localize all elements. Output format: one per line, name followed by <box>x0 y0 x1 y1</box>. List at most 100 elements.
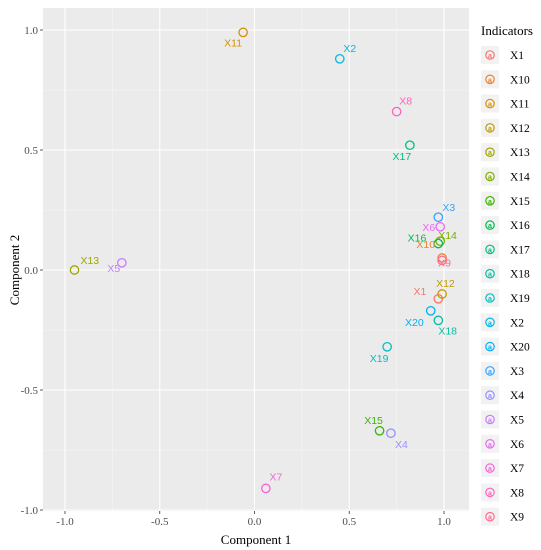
y-tick-label: 0.0 <box>24 265 38 277</box>
legend-key-x13: a <box>481 143 499 162</box>
point-x3 <box>433 212 444 223</box>
point-label-x3: X3 <box>442 202 455 214</box>
legend-key-x15: a <box>481 191 499 210</box>
point-label-x13: X13 <box>80 255 99 267</box>
legend-symbol-letter: a <box>488 442 492 449</box>
legend-symbol-letter: a <box>488 77 492 84</box>
point-x12 <box>437 289 447 299</box>
legend-label-x19: X19 <box>510 293 530 305</box>
legend-key-background <box>481 507 499 526</box>
legend-key-x10: a <box>481 70 499 89</box>
legend-symbol-letter: a <box>488 320 492 327</box>
legend-key-background <box>481 216 499 235</box>
legend-symbol <box>485 74 495 85</box>
legend-label-x5: X5 <box>510 415 524 427</box>
legend-key-x2: a <box>481 313 499 332</box>
legend-key-x19: a <box>481 289 499 307</box>
legend-label-x18: X18 <box>510 269 530 281</box>
legend-symbol <box>485 293 495 303</box>
x-tick-label: -0.5 <box>151 516 169 528</box>
point-x11 <box>238 27 248 38</box>
legend-key-background <box>481 240 499 259</box>
legend-key-background <box>481 410 499 429</box>
point-label-x12: X12 <box>436 278 455 290</box>
legend-label-x6: X6 <box>510 439 524 451</box>
x-axis-title: Component 1 <box>221 532 291 547</box>
legend-symbol <box>485 317 495 328</box>
legend-label-x17: X17 <box>510 244 530 256</box>
legend-key-background <box>481 94 499 113</box>
legend-key-x8: a <box>481 483 499 502</box>
minor-gridlines <box>43 8 469 511</box>
legend-key-x14: a <box>481 167 499 186</box>
legend-symbol <box>485 196 495 206</box>
legend-symbol <box>485 511 495 522</box>
legend-key-x11: a <box>481 94 499 113</box>
point-x13 <box>69 265 80 275</box>
point-x5 <box>117 257 127 268</box>
legend-key-x7: a <box>481 459 499 478</box>
legend-symbol <box>485 98 495 109</box>
point-label-x18: X18 <box>438 325 457 337</box>
legend-label-x1: X1 <box>510 50 524 62</box>
legend-key-x9: a <box>481 507 499 526</box>
x-tick-label: -1.0 <box>56 516 74 528</box>
point-label-x5: X5 <box>107 263 120 275</box>
legend-label-x12: X12 <box>510 123 530 135</box>
legend-symbol-letter: a <box>488 515 492 522</box>
legend-symbol-letter: a <box>488 369 492 376</box>
legend-symbol <box>485 171 495 182</box>
legend-key-background <box>481 191 499 210</box>
point-x9 <box>437 255 447 266</box>
x-tick-label: 0.0 <box>248 516 262 528</box>
point-x15 <box>374 425 385 436</box>
point-x20 <box>425 305 436 316</box>
legend-key-background <box>481 337 499 356</box>
point-x16 <box>433 238 444 249</box>
legend-key-x17: a <box>481 240 499 259</box>
y-tick-label: 0.5 <box>24 145 38 157</box>
point-x14 <box>435 236 446 247</box>
point-label-x9: X9 <box>438 257 451 269</box>
y-axis-ticks: -1.0 -0.5 0.0 0.5 1.0 <box>21 25 43 517</box>
point-label-x10: X10 <box>416 239 435 251</box>
point-x2 <box>334 53 345 64</box>
legend-label-x10: X10 <box>510 74 530 86</box>
legend-label-x3: X3 <box>510 366 524 378</box>
legend-label-x8: X8 <box>510 487 524 499</box>
point-label-x11: X11 <box>224 37 242 49</box>
y-axis-title: Component 2 <box>7 235 22 305</box>
point-x19 <box>382 341 392 352</box>
legend-label-x15: X15 <box>510 196 530 208</box>
legend-symbol <box>485 390 495 400</box>
point-label-x4: X4 <box>395 439 408 451</box>
legend-label-x9: X9 <box>510 512 524 524</box>
point-label-x20: X20 <box>405 317 424 329</box>
point-label-x17: X17 <box>393 151 412 163</box>
legend-symbol <box>485 438 495 449</box>
point-x8 <box>391 106 402 117</box>
legend-key-background <box>481 118 499 137</box>
legend-symbol <box>485 487 495 498</box>
legend-label-x20: X20 <box>510 342 530 354</box>
x-axis-ticks: -1.0 -0.5 0.0 0.5 1.0 <box>56 511 451 528</box>
legend-symbol <box>485 268 495 279</box>
legend-key-x4: a <box>481 386 499 405</box>
legend-key-background <box>481 361 499 380</box>
legend: a X1 a X10 a X11 a X12 a X13 a X14 a X15 a X16 a X17 a X18 a… <box>481 46 530 526</box>
point-x7 <box>261 483 271 494</box>
legend-label-x4: X4 <box>510 390 524 402</box>
legend-symbol-letter: a <box>488 150 492 157</box>
point-label-x19: X19 <box>370 353 389 365</box>
legend-label-x11: X11 <box>510 99 530 111</box>
legend-key-background <box>481 434 499 453</box>
legend-symbol-letter: a <box>488 53 492 60</box>
legend-symbol-letter: a <box>488 175 492 182</box>
legend-key-x12: a <box>481 118 499 137</box>
y-tick-label: -0.5 <box>21 385 39 397</box>
legend-symbol <box>485 50 495 60</box>
legend-symbol-letter: a <box>488 126 492 133</box>
legend-symbol <box>485 123 495 133</box>
major-gridlines <box>43 8 469 511</box>
